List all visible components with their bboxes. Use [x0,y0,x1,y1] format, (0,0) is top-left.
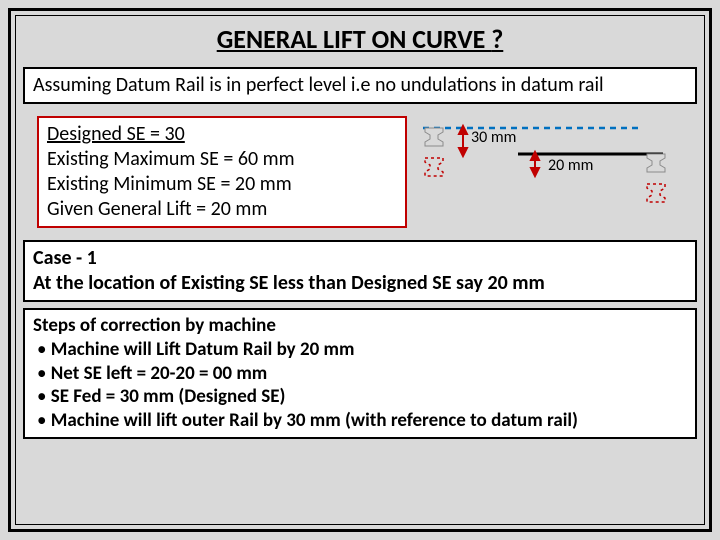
slide-title: GENERAL LIFT ON CURVE ? [11,17,709,65]
params-and-diagram-row: Designed SE = 30 Existing Maximum SE = 6… [11,110,709,234]
rail-diagram: 30 mm 20 mm [413,110,709,228]
assumption-box: Assuming Datum Rail is in perfect level … [23,67,697,104]
steps-heading: Steps of correction by machine [33,314,687,338]
step-2: • Net SE left = 20-20 = 00 mm [33,362,687,386]
assumption-text: Assuming Datum Rail is in perfect level … [33,73,604,97]
case-description: At the location of Existing SE less than… [33,271,545,295]
label-30mm: 30 mm [471,128,516,147]
existing-max-se: Existing Maximum SE = 60 mm [47,147,397,172]
case-heading: Case - 1 [33,246,97,270]
designed-se: Designed SE = 30 [47,122,185,146]
step-3: • SE Fed = 30 mm (Designed SE) [33,385,687,409]
step-4: • Machine will lift outer Rail by 30 mm … [33,409,687,433]
title-question-mark: ? [491,23,503,55]
diagram-svg: 30 mm 20 mm [413,118,683,228]
case-box: Case - 1 At the location of Existing SE … [23,240,697,302]
title-text: GENERAL LIFT ON CURVE [217,23,492,55]
step-1: • Machine will Lift Datum Rail by 20 mm [33,338,687,362]
label-20mm: 20 mm [548,156,593,175]
slide-frame: GENERAL LIFT ON CURVE ? Assuming Datum R… [8,8,712,532]
general-lift: Given General Lift = 20 mm [47,197,397,222]
parameters-box: Designed SE = 30 Existing Maximum SE = 6… [37,116,407,228]
steps-box: Steps of correction by machine • Machine… [23,308,697,439]
existing-min-se: Existing Minimum SE = 20 mm [47,172,397,197]
